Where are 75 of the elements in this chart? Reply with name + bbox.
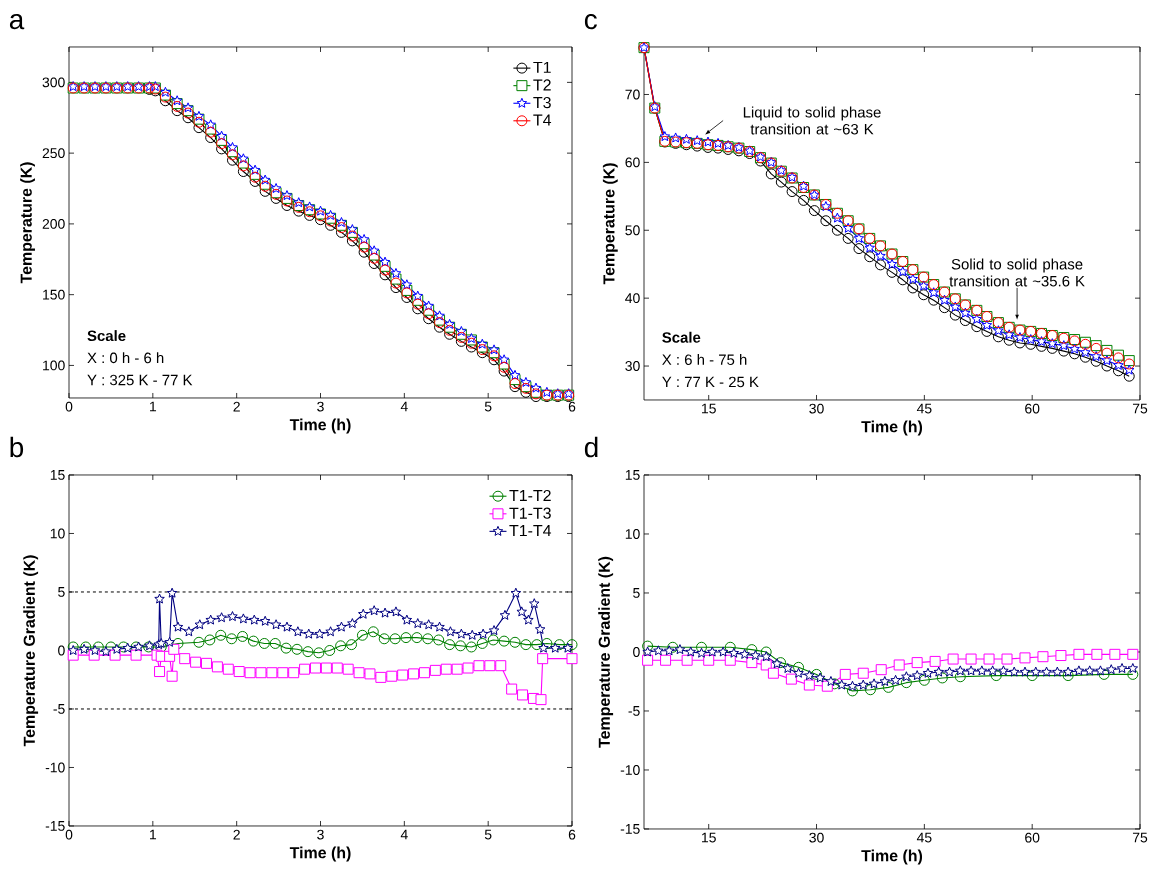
x-tick-label: 3 [317,401,324,412]
y-tick-label: 70 [625,89,640,100]
y-tick-label: -5 [53,704,65,714]
x-tick-label: 1 [150,401,157,412]
y-axis-title: Temperature Gradient (K) [598,556,614,748]
annotation: Liquid to solid phase transition at ~63 K [743,106,881,135]
y-tick-label: 100 [43,360,65,371]
x-tick-label: 4 [400,829,408,840]
x-tick-label: 75 [1132,832,1148,843]
legend-label: T2 [533,79,551,91]
x-tick-label: 1 [150,829,157,840]
x-tick-label: 30 [809,832,824,843]
x-tick-label: 6 [568,401,576,412]
legend-label: T1 [533,61,551,73]
x-tick-label: 0 [65,401,73,412]
chart-title: a [9,14,25,30]
y-tick-label: 150 [43,289,65,300]
x-tick-label: 60 [1025,832,1040,843]
y-tick-label: -15 [620,824,640,834]
y-tick-label: 5 [633,588,640,598]
annotation: Scale [662,331,701,343]
chart-title: b [10,436,24,458]
y-tick-label: 5 [58,587,65,597]
y-tick-label: 30 [625,361,640,371]
x-tick-label: 2 [233,401,240,412]
y-tick-label: 10 [50,528,65,539]
x-axis-title: Time (h) [861,420,923,436]
chart-title: d [584,436,598,458]
x-tick-label: 15 [702,832,716,843]
y-tick-label: 0 [58,645,65,656]
annotation: X : 6 h - 75 h [662,354,747,365]
legend-label: T4 [533,114,552,126]
y-tick-label: 15 [50,470,65,480]
y-tick-label: 15 [625,470,640,480]
y-tick-label: 300 [42,77,65,88]
x-tick-label: 6 [568,829,576,840]
y-tick-label: 60 [625,157,640,168]
x-tick-label: 3 [317,829,324,840]
x-axis-title: Time (h) [861,849,923,865]
y-tick-label: 0 [633,647,640,657]
x-tick-label: 60 [1025,403,1040,414]
x-tick-label: 5 [484,829,492,840]
y-tick-label: 10 [625,529,640,539]
x-tick-label: 75 [1132,403,1148,414]
chart-title: c [584,14,597,30]
y-tick-label: 250 [42,148,65,159]
y-tick-label: -5 [628,706,640,716]
annotation: Y : 77 K - 25 K [662,376,759,388]
x-tick-label: 30 [809,403,824,414]
annotation: Scale [87,330,126,342]
annotation: Y : 325 K - 77 K [87,374,193,386]
y-tick-label: -10 [45,762,65,773]
x-axis-title: Time (h) [289,418,351,434]
y-tick-label: 200 [42,218,65,229]
x-tick-label: 15 [702,403,716,414]
x-tick-label: 45 [916,403,932,414]
y-axis-title: Temperature (K) [20,162,35,284]
x-axis-title: Time (h) [289,846,351,862]
x-tick-label: 5 [484,401,492,412]
annotation: X : 0 h - 6 h [87,352,164,364]
y-axis-title: Temperature (K) [602,163,618,285]
x-tick-label: 2 [233,829,240,840]
legend-label: T1-T3 [509,507,551,519]
y-tick-label: 50 [625,225,640,236]
x-tick-label: 4 [400,401,408,412]
y-tick-label: 40 [625,293,640,304]
legend-label: T1-T4 [509,525,552,537]
y-tick-label: -15 [45,821,65,831]
x-tick-label: 0 [65,829,73,840]
x-tick-label: 45 [916,832,932,843]
legend-label: T1-T2 [509,489,551,502]
y-axis-title: Temperature Gradient (K) [23,555,39,747]
annotation: Solid to solid phase transition at ~35.6 K [949,258,1085,287]
legend-label: T3 [533,96,551,109]
y-tick-label: -10 [620,765,640,775]
